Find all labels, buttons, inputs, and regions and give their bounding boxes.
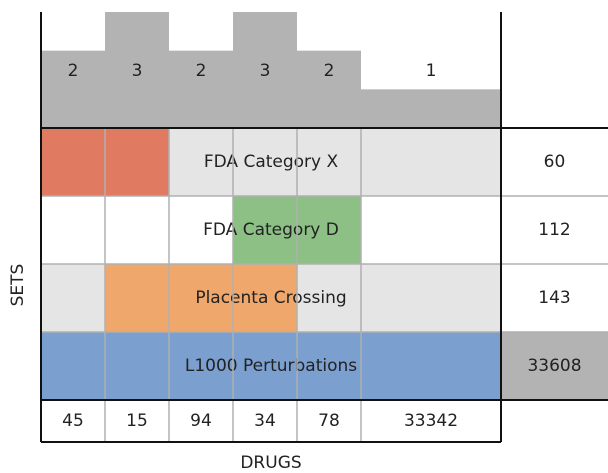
degree-label: 3 [132,61,143,81]
set-size: 60 [544,152,566,172]
set-name: Placenta Crossing [195,288,346,308]
membership-cell [105,264,169,332]
set-size-cell [501,264,608,332]
degree-bar [233,12,297,128]
degree-label: 2 [196,61,207,81]
set-size-cell [501,196,608,264]
degree-label: 2 [68,61,79,81]
intersection-count: 94 [190,411,212,431]
membership-cell [233,332,297,400]
intersection-count: 15 [126,411,148,431]
intersection-count: 78 [318,411,340,431]
degree-bar [361,89,501,128]
membership-cell [233,196,297,264]
degree-bar [297,50,361,128]
set-name: FDA Category X [204,152,339,172]
membership-cell [297,196,361,264]
membership-cell [361,332,501,400]
membership-cell [105,332,169,400]
degree-bar [105,12,169,128]
set-size-cell [501,128,608,196]
set-size: 33608 [527,356,581,376]
set-size: 143 [538,288,570,308]
degree-label: 2 [324,61,335,81]
membership-cell [169,264,233,332]
degree-bar [169,50,233,128]
set-size: 112 [538,220,570,240]
intersection-count: 33342 [404,411,458,431]
x-axis-label: DRUGS [240,453,301,473]
intersection-count: 45 [62,411,84,431]
set-size-cell [501,332,608,400]
membership-cell [169,332,233,400]
membership-cell [41,128,105,196]
membership-cell [105,128,169,196]
y-axis-label: SETS [8,264,28,307]
set-name: L1000 Perturbations [185,356,357,376]
membership-cell [297,332,361,400]
degree-label: 1 [426,61,437,81]
membership-cell [41,332,105,400]
set-name: FDA Category D [203,220,339,240]
intersection-count: 34 [254,411,276,431]
membership-cell [233,264,297,332]
degree-bar [41,50,105,128]
degree-label: 3 [260,61,271,81]
